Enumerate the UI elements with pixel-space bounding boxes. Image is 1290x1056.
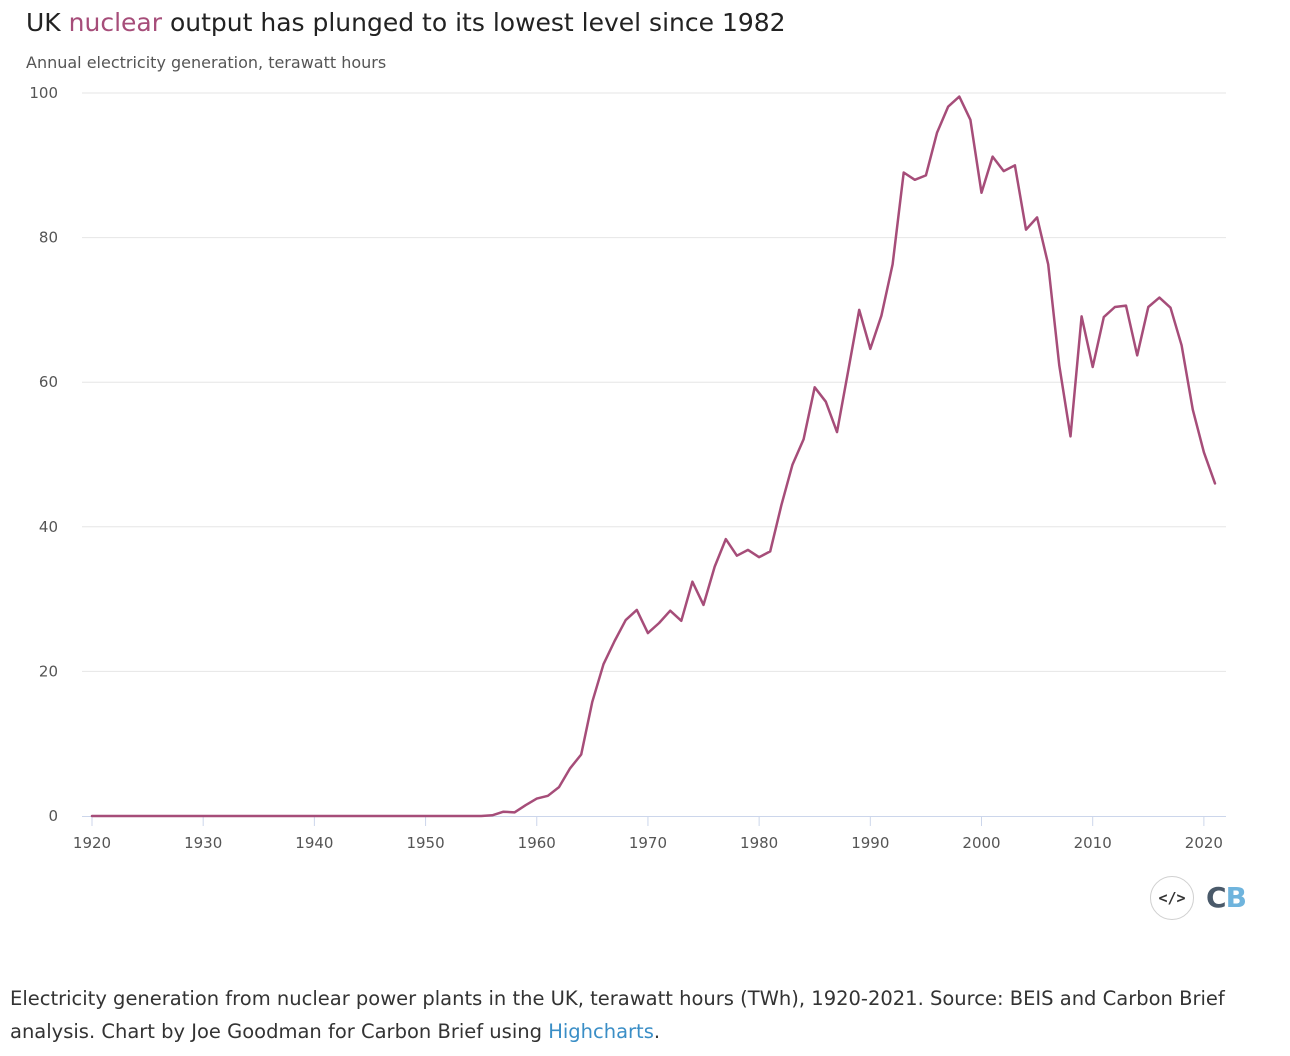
y-axis: 0 20 40 60 80 100 xyxy=(29,84,58,825)
x-tick-label: 1920 xyxy=(73,834,111,852)
code-embed-icon[interactable]: </> xyxy=(1150,876,1194,920)
x-axis: 1920 1930 1940 1950 1960 1970 1980 1990 2000 2010… xyxy=(73,816,1226,852)
y-tick-label: 80 xyxy=(39,229,58,247)
gridlines xyxy=(82,92,1226,672)
y-tick-label: 100 xyxy=(29,84,58,102)
x-tick-label: 1960 xyxy=(518,834,556,852)
line-chart: 0 20 40 60 80 100 1920 1930 1940 1950 1960 1970 198… xyxy=(29,84,1226,852)
chart-title: UK nuclear output has plunged to its low… xyxy=(26,8,786,37)
x-tick-label: 2000 xyxy=(962,834,1000,852)
nuclear-output-line xyxy=(90,95,1217,818)
x-tick-label: 1950 xyxy=(406,834,444,852)
x-tick-label: 1970 xyxy=(629,834,667,852)
y-tick-label: 40 xyxy=(39,518,58,536)
x-tick-label: 1990 xyxy=(851,834,889,852)
title-highlight: nuclear xyxy=(68,8,162,37)
highcharts-link[interactable]: Highcharts xyxy=(548,1020,654,1043)
carbon-brief-logo: CB xyxy=(1206,881,1247,914)
x-tick-label: 1980 xyxy=(740,834,778,852)
y-tick-label: 20 xyxy=(39,662,58,680)
y-tick-label: 0 xyxy=(48,807,58,825)
y-tick-label: 60 xyxy=(39,373,58,391)
x-tick-label: 1930 xyxy=(184,834,222,852)
x-tick-label: 2020 xyxy=(1185,834,1223,852)
x-tick-label: 2010 xyxy=(1074,834,1112,852)
chart-caption: Electricity generation from nuclear powe… xyxy=(10,987,1225,1043)
x-tick-label: 1940 xyxy=(295,834,333,852)
chart-subtitle: Annual electricity generation, terawatt … xyxy=(26,53,387,72)
series-layer xyxy=(90,95,1217,818)
